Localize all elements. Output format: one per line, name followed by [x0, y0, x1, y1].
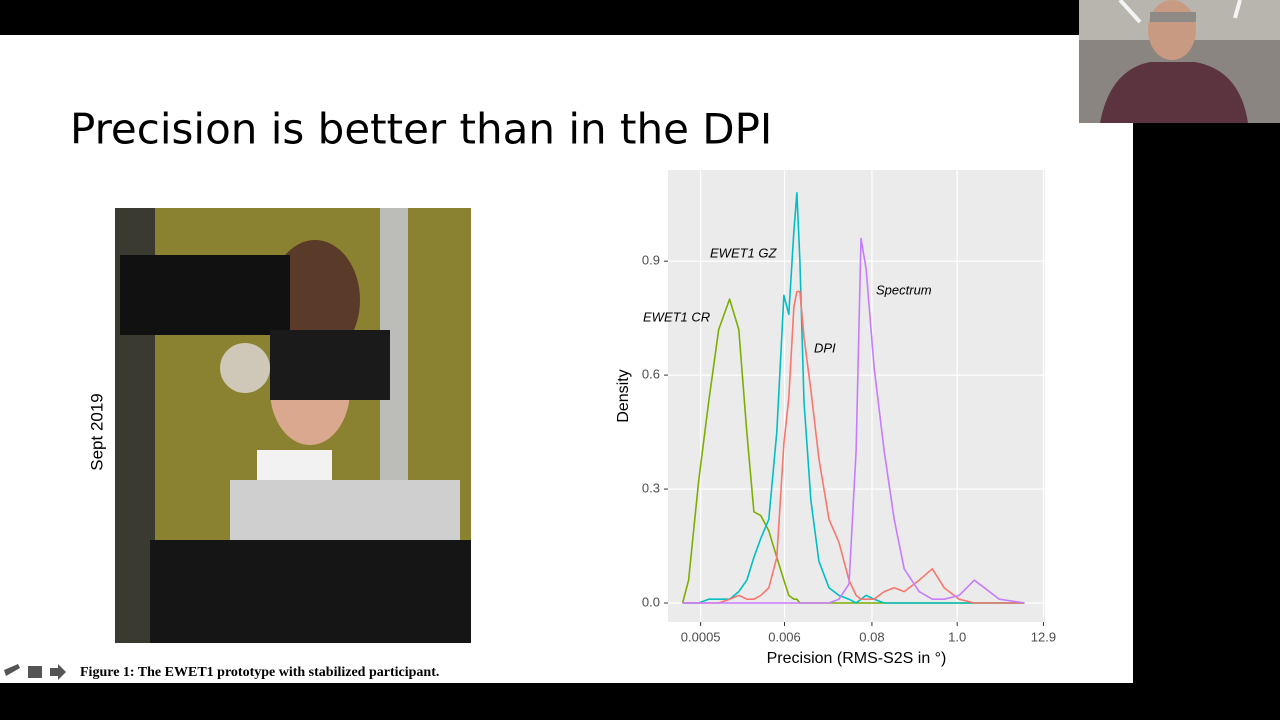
- series-label: EWET1 GZ: [710, 245, 778, 260]
- x-tick-label: 0.0005: [681, 629, 721, 644]
- x-tick-label: 0.006: [768, 629, 801, 644]
- figure-caption: Figure 1: The EWET1 prototype with stabi…: [80, 665, 439, 680]
- series-label: EWET1 CR: [643, 309, 710, 324]
- series-label: DPI: [814, 340, 836, 355]
- y-tick-label: 0.9: [642, 253, 660, 268]
- photo: [115, 208, 471, 643]
- side-label: Sept 2019: [87, 393, 106, 471]
- y-tick-label: 0.6: [642, 367, 660, 382]
- x-tick-label: 1.0: [948, 629, 966, 644]
- slide-title: Precision is better than in the DPI: [70, 105, 772, 154]
- density-line: [682, 192, 1025, 604]
- series-label: Spectrum: [876, 282, 932, 297]
- x-tick-label: 0.08: [859, 629, 884, 644]
- webcam: [1079, 0, 1280, 123]
- density-line: [682, 290, 1025, 604]
- y-axis-label: Density: [615, 369, 632, 422]
- x-axis-label: Precision (RMS-S2S in °): [767, 650, 947, 667]
- toolbar[interactable]: [4, 664, 66, 680]
- y-tick-label: 0.3: [642, 480, 660, 495]
- density-line: [682, 237, 1025, 604]
- y-tick-label: 0.0: [642, 594, 660, 609]
- x-tick-label: 12.9: [1031, 629, 1056, 644]
- plot-panel: [668, 170, 1045, 622]
